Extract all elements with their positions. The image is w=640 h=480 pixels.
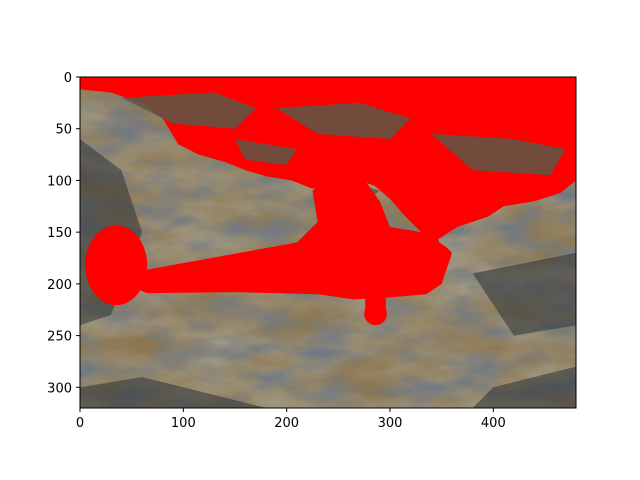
cloud-patch: [276, 102, 411, 140]
dark-cloud-region: [472, 252, 576, 336]
wing-mask: [374, 232, 442, 259]
image-layer: [80, 77, 576, 408]
aircraft-body-mask: [136, 170, 453, 300]
y-tick-label: 200: [47, 278, 72, 293]
plot-area: 0 100 200 300 400 0 50 100 150 200 250 300: [47, 71, 577, 431]
x-tick-label: 100: [171, 416, 196, 431]
x-tick-label: 300: [378, 416, 403, 431]
y-tick-label: 0: [64, 71, 72, 86]
landing-gear-mask: [365, 294, 386, 310]
axes-frame: [79, 76, 577, 409]
cloud-patch: [121, 92, 256, 129]
y-tick-label: 150: [47, 226, 72, 241]
dark-cloud-region: [472, 366, 576, 408]
x-axis-ticks: 0 100 200 300 400: [76, 408, 506, 431]
x-tick-label: 0: [76, 416, 84, 431]
cloud-patch: [431, 133, 566, 176]
cloud-patch: [235, 139, 297, 165]
x-tick-label: 200: [274, 416, 299, 431]
y-tick-label: 300: [47, 381, 72, 396]
red-mask-overlay: [80, 77, 576, 326]
y-tick-label: 100: [47, 174, 72, 189]
tail-fin-mask: [85, 225, 148, 306]
x-tick-label: 400: [481, 416, 506, 431]
y-tick-label: 50: [55, 123, 72, 138]
y-tick-label: 250: [47, 330, 72, 345]
y-axis-ticks: 0 50 100 150 200 250 300: [47, 71, 80, 396]
dark-cloud-region: [80, 376, 266, 408]
